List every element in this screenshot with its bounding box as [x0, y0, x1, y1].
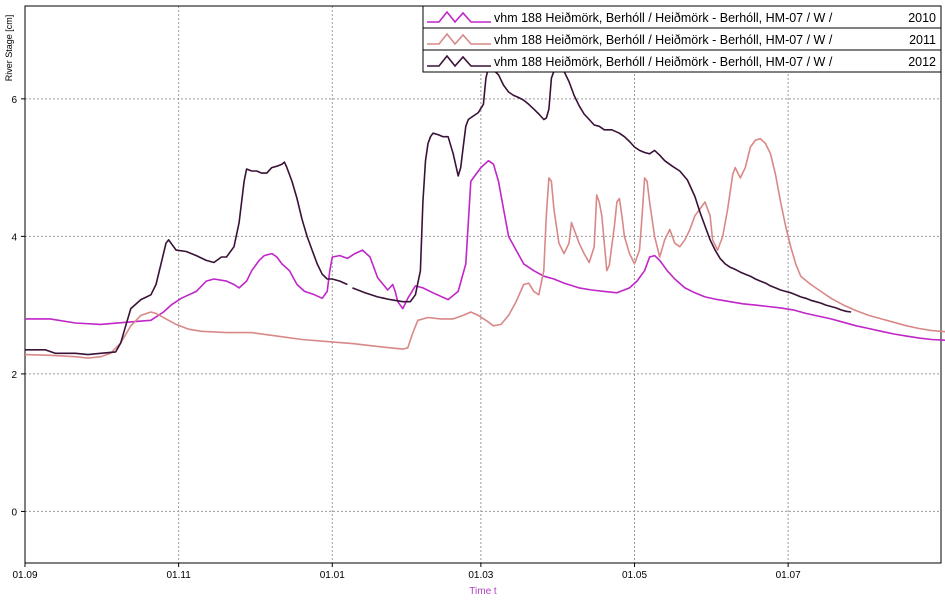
x-tick-label: 01.05 [622, 570, 647, 581]
y-tick-label: 2 [11, 370, 17, 381]
grid-lines [25, 6, 941, 563]
series-line-2011 [24, 137, 945, 359]
legend-swatch-2012 [427, 54, 491, 68]
legend: vhm 188 Heiðmörk, Berhóll / Heiðmörk - B… [422, 5, 942, 73]
y-tick-label: 6 [11, 95, 17, 106]
legend-box [422, 5, 942, 73]
plot-frame [24, 5, 942, 564]
legend-label-2012: vhm 188 Heiðmörk, Berhóll / Heiðmörk - B… [494, 55, 833, 69]
x-axis-title: Time t [469, 586, 497, 597]
x-tick-label: 01.01 [320, 570, 345, 581]
legend-label-2010: vhm 188 Heiðmörk, Berhóll / Heiðmörk - B… [494, 11, 833, 25]
series-line-2010 [25, 159, 945, 342]
series-lines [24, 67, 945, 359]
legend-swatch-2011 [427, 32, 491, 46]
x-tick-label: 01.11 [166, 570, 191, 581]
legend-year-2010: 2010 [908, 11, 936, 25]
x-tick-label: 01.03 [468, 570, 493, 581]
y-axis-title: River Stage [cm] [4, 15, 14, 82]
legend-year-2011: 2011 [909, 33, 936, 47]
series-line-2012 [25, 67, 852, 356]
x-tick-label: 01.07 [776, 570, 801, 581]
x-tick-label: 01.09 [12, 570, 37, 581]
y-tick-label: 0 [11, 507, 17, 518]
y-tick-label: 4 [11, 232, 17, 243]
legend-year-2012: 2012 [908, 55, 936, 69]
legend-label-2011: vhm 188 Heiðmörk, Berhóll / Heiðmörk - B… [494, 33, 833, 47]
legend-swatch-2010 [427, 10, 491, 24]
